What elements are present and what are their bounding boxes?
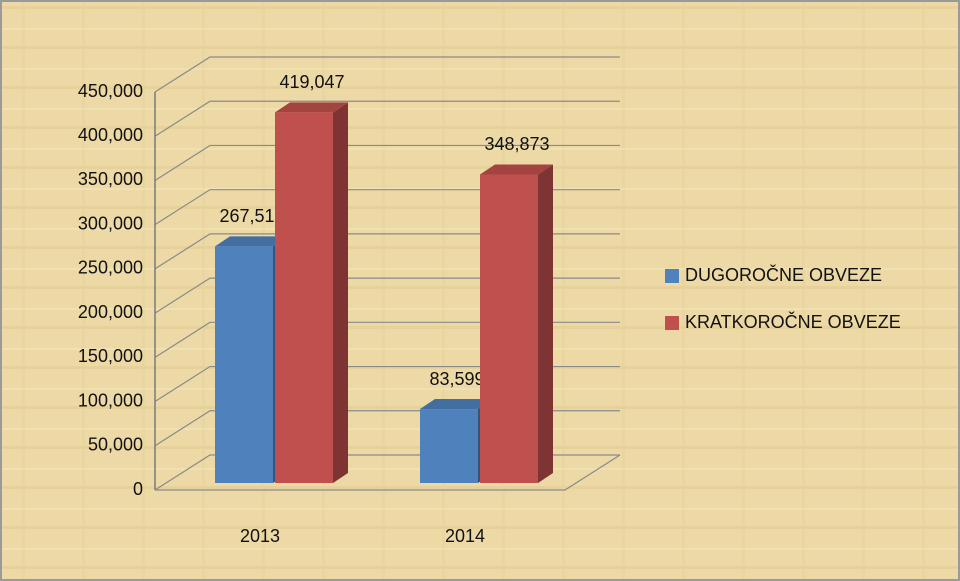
bar-top [215, 236, 288, 247]
data-label: 83,599 [429, 369, 484, 389]
bar-top [275, 102, 348, 113]
legend-label: KRATKOROČNE OBVEZE [685, 311, 901, 332]
data-label: 348,873 [484, 134, 549, 154]
y-tick-label: 350,000 [78, 169, 143, 189]
x-tick-label: 2013 [240, 526, 280, 546]
bar-side [333, 102, 348, 483]
legend-swatch [665, 316, 679, 330]
bar [420, 409, 478, 483]
x-tick-label: 2014 [445, 526, 485, 546]
y-tick-label: 450,000 [78, 81, 143, 101]
bar-side [538, 164, 553, 483]
floor [155, 454, 621, 491]
y-tick-label: 400,000 [78, 125, 143, 145]
data-label: 267,515 [219, 206, 284, 226]
bar [275, 112, 333, 483]
grid-line [154, 144, 620, 181]
y-tick-label: 150,000 [78, 346, 143, 366]
y-tick-label: 100,000 [78, 390, 143, 410]
bar [215, 246, 273, 483]
grid-line [154, 100, 620, 137]
bar-top [480, 164, 553, 175]
data-label: 419,047 [279, 72, 344, 92]
y-tick-label: 300,000 [78, 213, 143, 233]
y-tick-label: 0 [133, 479, 143, 499]
bar-top [420, 399, 493, 410]
grid-line [154, 56, 620, 93]
legend-swatch [665, 269, 679, 283]
y-tick-label: 250,000 [78, 258, 143, 278]
bar [480, 174, 538, 483]
y-tick-label: 50,000 [88, 435, 143, 455]
legend-label: DUGOROČNE OBVEZE [685, 264, 882, 285]
y-tick-label: 200,000 [78, 302, 143, 322]
